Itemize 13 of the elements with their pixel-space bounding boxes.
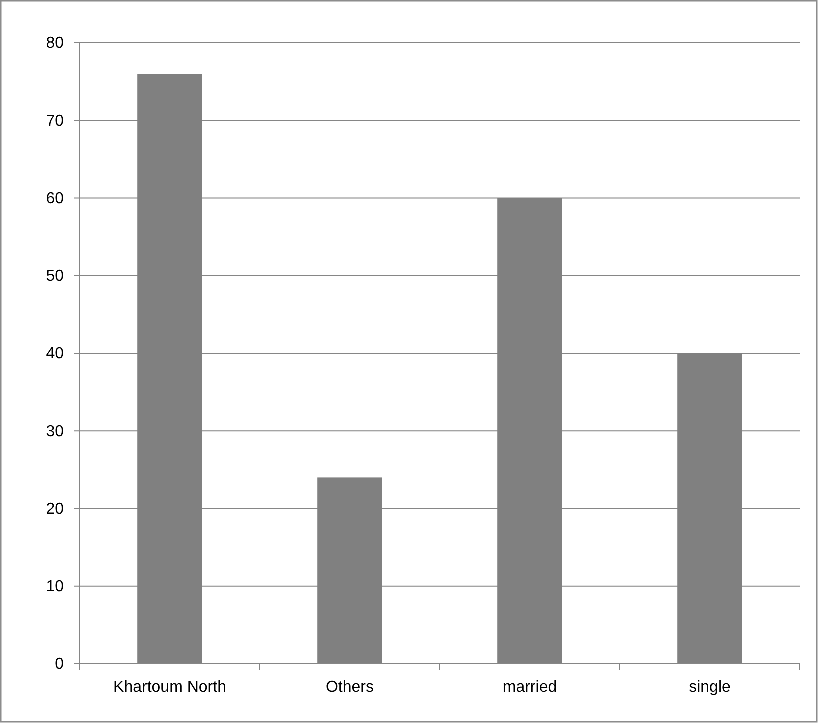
y-tick-label: 30: [46, 423, 64, 440]
y-tick-label: 10: [46, 578, 64, 596]
y-tick-label: 0: [55, 656, 64, 674]
y-tick-label: 40: [46, 346, 64, 363]
x-tick-label: Khartoum North: [114, 679, 226, 696]
x-tick-label: Others: [326, 679, 374, 696]
y-tick-label: 70: [46, 112, 64, 130]
x-tick-label: married: [502, 679, 558, 696]
y-tick-label: 50: [46, 268, 64, 285]
y-tick-label: 20: [46, 500, 64, 518]
y-tick-label: 80: [46, 35, 64, 52]
y-tick-label: 60: [46, 190, 64, 208]
x-tick-label: single: [689, 679, 731, 696]
